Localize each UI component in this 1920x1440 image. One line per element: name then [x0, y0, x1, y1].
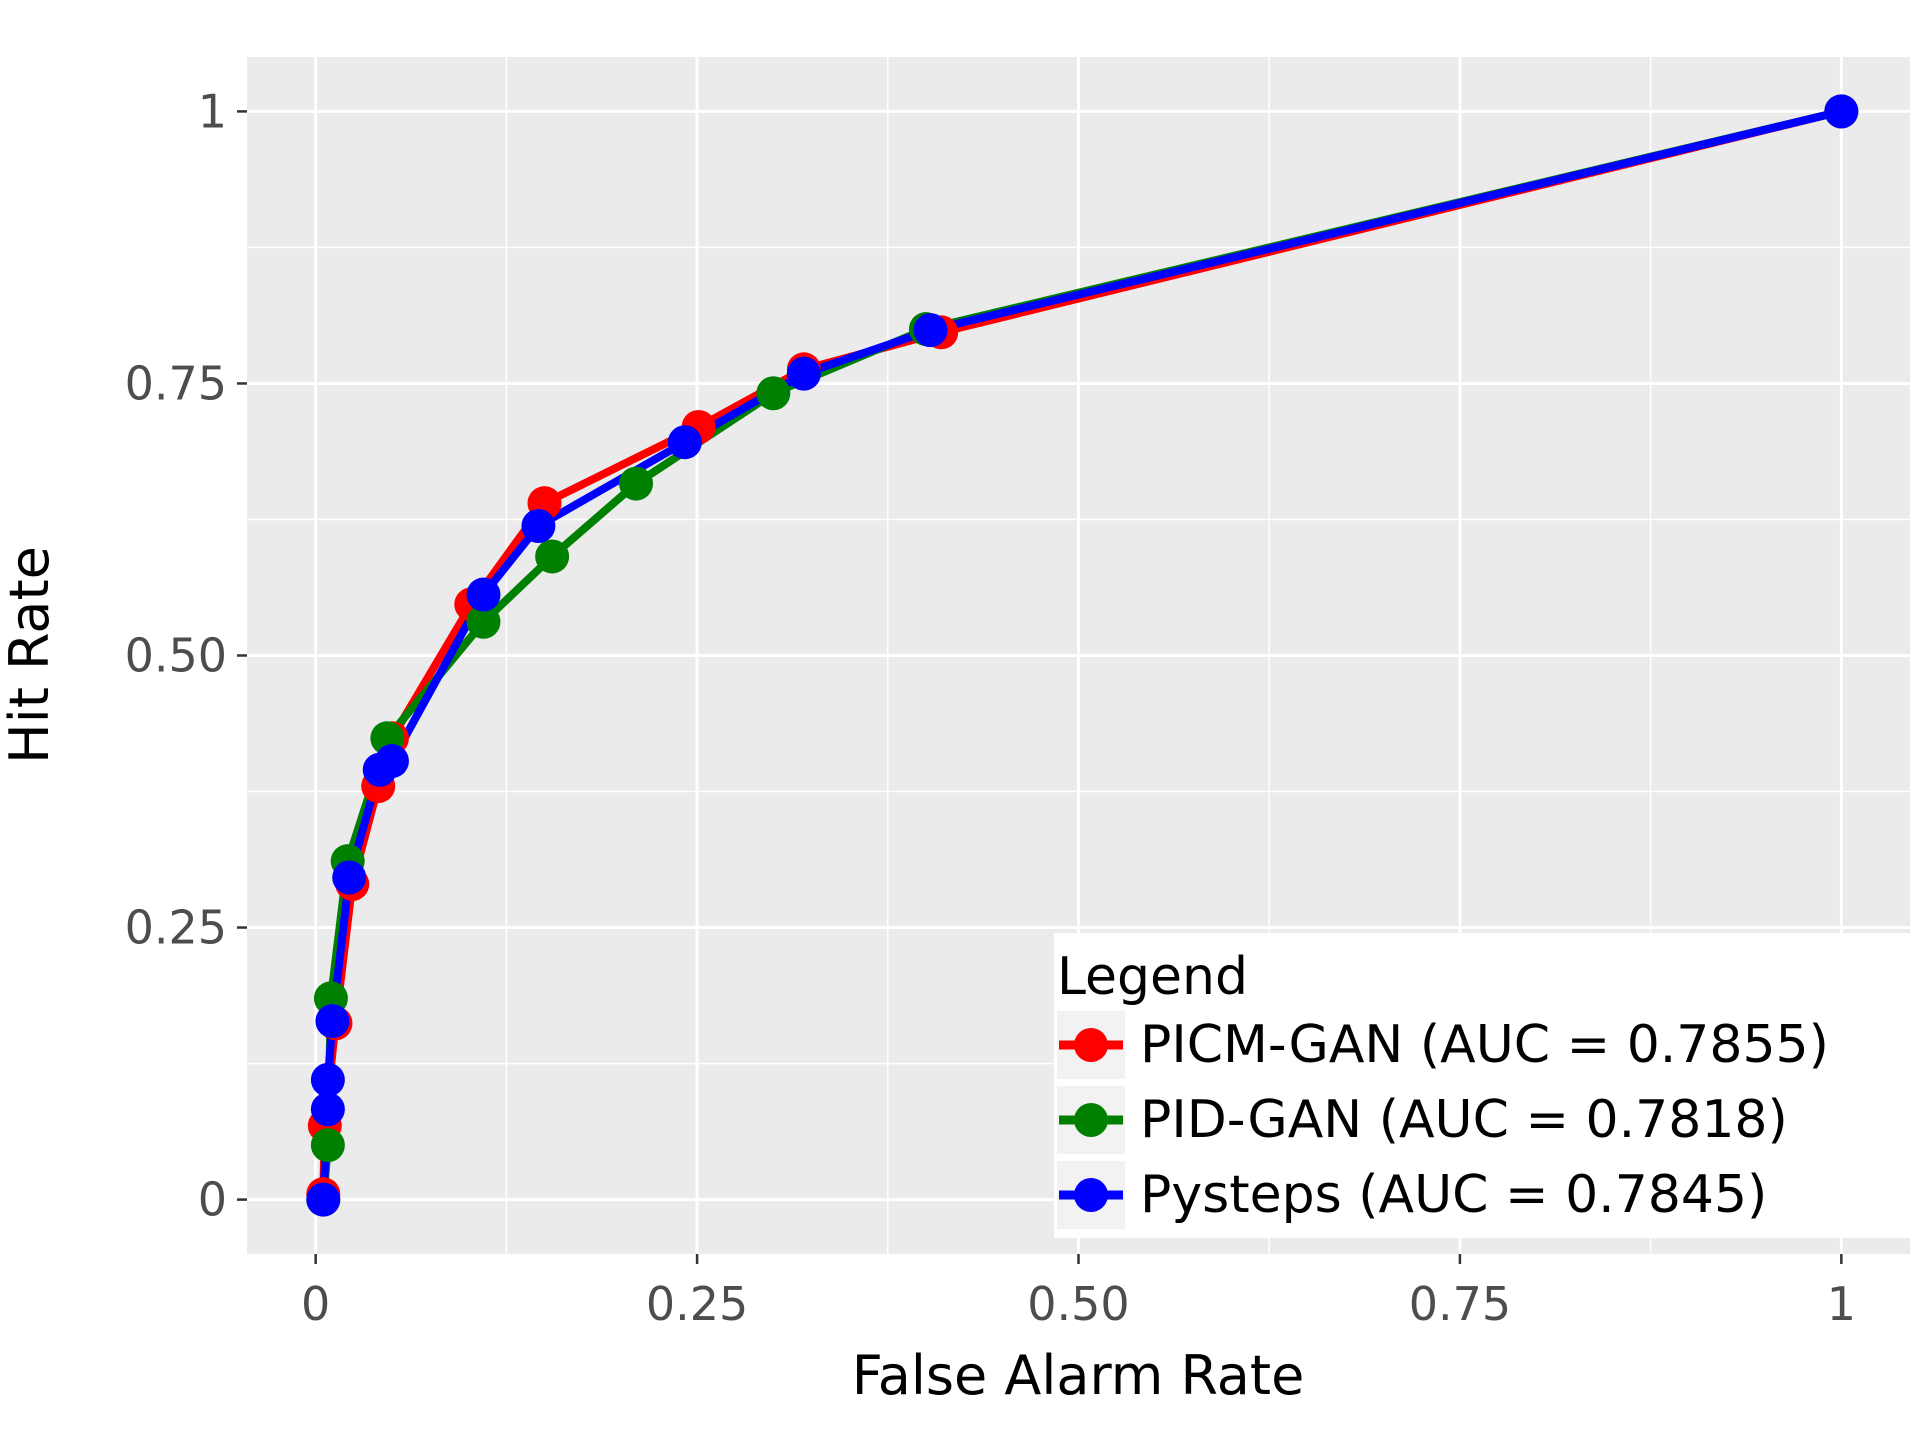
series-points-pysteps	[306, 94, 1859, 1217]
axes-layer: 0 0.25 0.50 0.75 1 0 0.25 0.50 0.75 1	[125, 84, 1856, 1331]
legend-label-picm-gan: PICM-GAN (AUC = 0.7855)	[1140, 1015, 1829, 1075]
data-point-pid-gan	[619, 466, 654, 501]
x-tick-label: 0.50	[1027, 1277, 1129, 1331]
x-tick-label: 1	[1827, 1277, 1856, 1331]
y-tick-label: 0.50	[125, 629, 227, 683]
data-point-pysteps	[332, 860, 367, 895]
legend-key-point-pid-gan	[1074, 1103, 1108, 1137]
data-point-pysteps	[310, 1062, 345, 1097]
legend-keys	[1057, 1011, 1125, 1229]
legend-key-point-picm-gan	[1074, 1028, 1108, 1062]
data-point-pysteps	[521, 509, 556, 544]
data-point-pysteps	[667, 425, 702, 460]
data-point-pid-gan	[535, 539, 570, 574]
data-point-pysteps	[786, 356, 821, 391]
data-point-pysteps	[913, 313, 948, 348]
x-tick-label: 0.25	[646, 1277, 748, 1331]
legend-key-point-pysteps	[1074, 1178, 1108, 1212]
data-point-pid-gan	[466, 604, 501, 639]
data-point-pysteps	[306, 1182, 341, 1217]
legend-title: Legend	[1057, 947, 1248, 1007]
data-point-pid-gan	[756, 376, 791, 411]
x-tick-label: 0.75	[1409, 1277, 1511, 1331]
legend-label-pysteps: Pysteps (AUC = 0.7845)	[1140, 1165, 1767, 1225]
data-point-pysteps	[1824, 94, 1859, 129]
data-point-pysteps	[374, 744, 409, 779]
x-tick-label: 0	[301, 1277, 330, 1331]
y-tick-label: 0.25	[125, 901, 227, 955]
y-tick-label: 1	[198, 84, 227, 138]
data-point-pysteps	[310, 1092, 345, 1127]
legend-background	[1054, 933, 1920, 1238]
y-axis-title: Hit Rate	[0, 546, 61, 764]
data-point-pysteps	[315, 1004, 350, 1039]
grid-major	[247, 57, 1910, 1254]
data-point-pid-gan	[310, 1128, 345, 1163]
y-tick-label: 0.75	[125, 356, 227, 410]
data-point-pysteps	[466, 577, 501, 612]
x-axis-title: False Alarm Rate	[852, 1344, 1305, 1407]
legend-label-pid-gan: PID-GAN (AUC = 0.7818)	[1140, 1090, 1788, 1150]
legend: Legend PICM-GAN (AUC = 0.7855) PID-GAN (…	[1054, 933, 1920, 1238]
series-layer	[306, 94, 1859, 1217]
y-tick-label: 0	[198, 1173, 227, 1227]
